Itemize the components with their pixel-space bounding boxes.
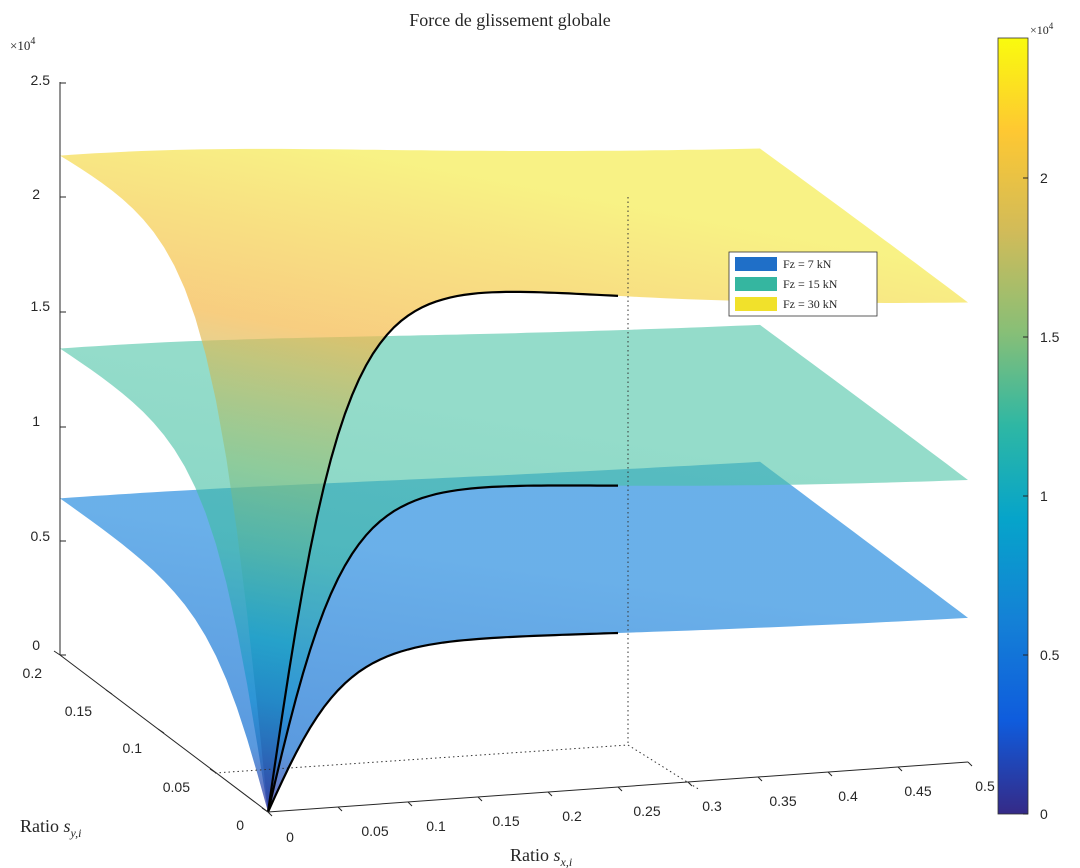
z-axis-multiplier: ×104 [10,36,35,53]
colorbar-tick: 1.5 [1040,329,1060,345]
z-axis-ticks: 0 0.5 1 1.5 2 2.5 ×104 [10,36,66,656]
x-tick-label: 0.25 [633,803,660,819]
y-tick-label: 0.1 [123,740,143,756]
x-tick-label: 0.45 [904,783,931,799]
legend-swatch-15kn [735,277,777,291]
legend-label-30kn: Fz = 30 kN [783,297,838,311]
legend: Fz = 7 kN Fz = 15 kN Fz = 30 kN [728,251,878,317]
legend-label-15kn: Fz = 15 kN [783,277,838,291]
z-tick-label: 2 [32,186,40,202]
x-tick-label: 0.35 [769,793,796,809]
floor-dotted-line-y [214,744,629,774]
surface-3 [60,148,968,812]
colorbar-tick: 0.5 [1040,647,1060,663]
curve-2 [266,484,618,813]
colorbar-gradient [997,37,1029,815]
x-axis-ticks: 0 0.05 0.1 0.15 0.2 0.25 0.3 0.35 0.4 0.… [267,761,995,868]
x-tick-label: 0 [286,829,294,845]
y-axis-line [59,654,269,813]
z-tick-label: 0.5 [31,528,51,544]
x-tick-label: 0.3 [702,798,722,814]
floor-dotted-line-x [627,744,701,791]
y-tick-label: 0.15 [65,703,92,719]
y-axis-label: Ratio sy,i [20,816,82,840]
curve-1 [266,631,619,813]
z-tick-label: 1 [32,413,40,429]
colorbar: 0 0.5 1 1.5 2 ×104 [997,21,1060,822]
colorbar-tick: 1 [1040,488,1048,504]
x-tick-label: 0.1 [426,818,446,834]
colorbar-multiplier: ×104 [1030,21,1054,37]
x-tick-label: 0.4 [838,788,858,804]
x-axis-label: Ratio sx,i [510,845,572,868]
y-tick-label: 0 [236,817,244,833]
y-tick-label: 0.2 [23,665,43,681]
z-tick-label: 1.5 [31,298,51,314]
legend-label-7kn: Fz = 7 kN [783,257,832,271]
chart-title: Force de glissement globale [409,10,610,30]
colorbar-tick: 0 [1040,806,1048,822]
legend-swatch-7kn [735,257,777,271]
colorbar-tick: 2 [1040,170,1048,186]
x-tick-label: 0.2 [562,808,582,824]
x-tick-label: 0.15 [492,813,519,829]
surfaces-group [60,148,968,812]
x-tick-label: 0.05 [361,823,388,839]
curves-group [266,290,619,813]
curve-3 [266,290,619,813]
x-tick-label: 0.5 [975,778,995,794]
reference-dotted-lines [214,197,701,791]
z-tick-label: 2.5 [31,72,51,88]
z-tick-label: 0 [32,637,40,653]
y-tick-label: 0.05 [163,779,190,795]
legend-swatch-30kn [735,297,777,311]
